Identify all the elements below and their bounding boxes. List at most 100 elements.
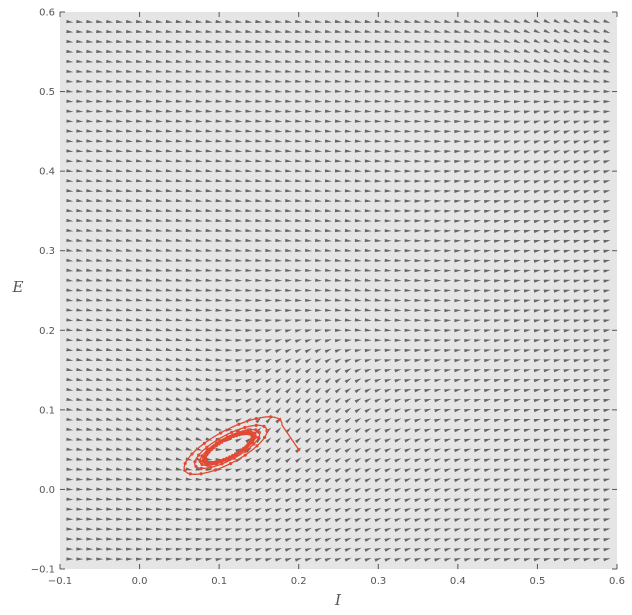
vector-arrow [473,478,482,482]
vector-arrow [444,279,452,283]
vector-arrow [205,348,213,352]
vector-arrow [563,160,571,164]
vector-arrow [255,477,262,483]
vector-arrow [324,49,332,53]
vector-arrow [305,319,313,323]
vector-arrow [215,298,223,302]
vector-arrow [334,119,342,123]
vector-arrow [66,298,74,302]
vector-arrow [255,59,263,63]
vector-arrow [394,99,402,103]
vector-arrow [583,190,591,194]
vector-arrow [116,228,124,232]
vector-arrow [304,339,312,343]
vector-arrow [533,130,541,134]
vector-arrow [354,199,362,203]
vector-arrow [334,238,342,242]
vector-arrow [285,238,293,242]
vector-arrow [394,159,402,163]
vector-arrow [583,29,591,34]
vector-arrow [205,298,213,302]
vector-arrow [384,458,392,463]
vector-arrow [165,457,173,461]
vector-arrow [374,477,382,483]
vector-arrow [215,248,223,252]
vector-arrow [76,377,84,381]
vector-arrow [473,19,482,23]
vector-arrow [66,218,74,222]
vector-arrow [185,377,193,381]
vector-arrow [344,517,352,523]
vector-arrow [155,437,163,441]
vector-arrow [593,478,601,482]
vector-arrow [464,548,472,552]
vector-arrow [126,139,134,143]
vector-arrow [155,198,163,203]
vector-arrow [314,358,322,364]
vector-arrow [593,399,601,403]
vector-arrow [414,408,422,413]
vector-arrow [344,407,352,414]
vector-arrow [503,478,511,482]
vector-arrow [414,359,422,363]
vector-arrow [135,89,143,93]
vector-arrow [185,437,193,441]
vector-arrow [563,339,571,343]
vector-arrow [285,119,293,123]
vector-arrow [334,278,342,282]
vector-arrow [145,39,153,43]
vector-arrow [523,518,531,522]
vector-arrow [235,208,243,213]
vector-arrow [165,347,173,351]
vector-arrow [434,379,442,383]
vector-arrow [424,129,432,133]
vector-arrow [414,308,422,312]
vector-arrow [136,537,144,541]
vector-arrow [135,357,143,361]
vector-arrow [136,557,144,561]
vector-arrow [185,139,193,143]
vector-arrow [265,507,273,513]
vector-arrow [583,548,591,552]
vector-arrow [305,129,313,133]
trajectory-point [219,459,223,463]
vector-arrow [66,159,74,163]
vector-arrow [374,209,382,213]
vector-arrow [484,369,492,373]
vector-arrow [563,438,571,442]
vector-arrow [285,308,293,313]
vector-arrow [344,437,352,443]
vector-arrow [215,129,223,133]
vector-arrow [354,359,362,363]
vector-arrow [533,379,541,383]
vector-arrow [245,288,253,292]
vector-arrow [354,298,362,302]
vector-arrow [225,388,233,392]
vector-arrow [265,437,272,444]
vector-arrow [454,59,462,63]
vector-arrow [205,268,213,272]
y-tick-label: 0.1 [39,405,55,416]
vector-arrow [275,358,282,364]
vector-arrow [434,119,442,123]
vector-arrow [185,218,193,222]
vector-arrow [593,230,601,234]
vector-arrow [334,407,342,414]
vector-arrow [384,517,392,523]
vector-arrow [344,228,352,233]
vector-arrow [424,79,432,83]
vector-arrow [245,169,253,173]
vector-arrow [354,149,362,153]
vector-arrow [434,189,442,193]
vector-arrow [205,318,213,322]
vector-arrow [583,418,591,423]
vector-arrow [315,268,323,272]
vector-arrow [583,468,591,472]
vector-arrow [593,170,601,174]
vector-arrow [364,159,372,163]
vector-arrow [503,120,512,124]
vector-arrow [255,518,263,522]
vector-arrow [76,328,84,332]
vector-arrow [175,99,183,103]
vector-arrow [394,388,402,393]
